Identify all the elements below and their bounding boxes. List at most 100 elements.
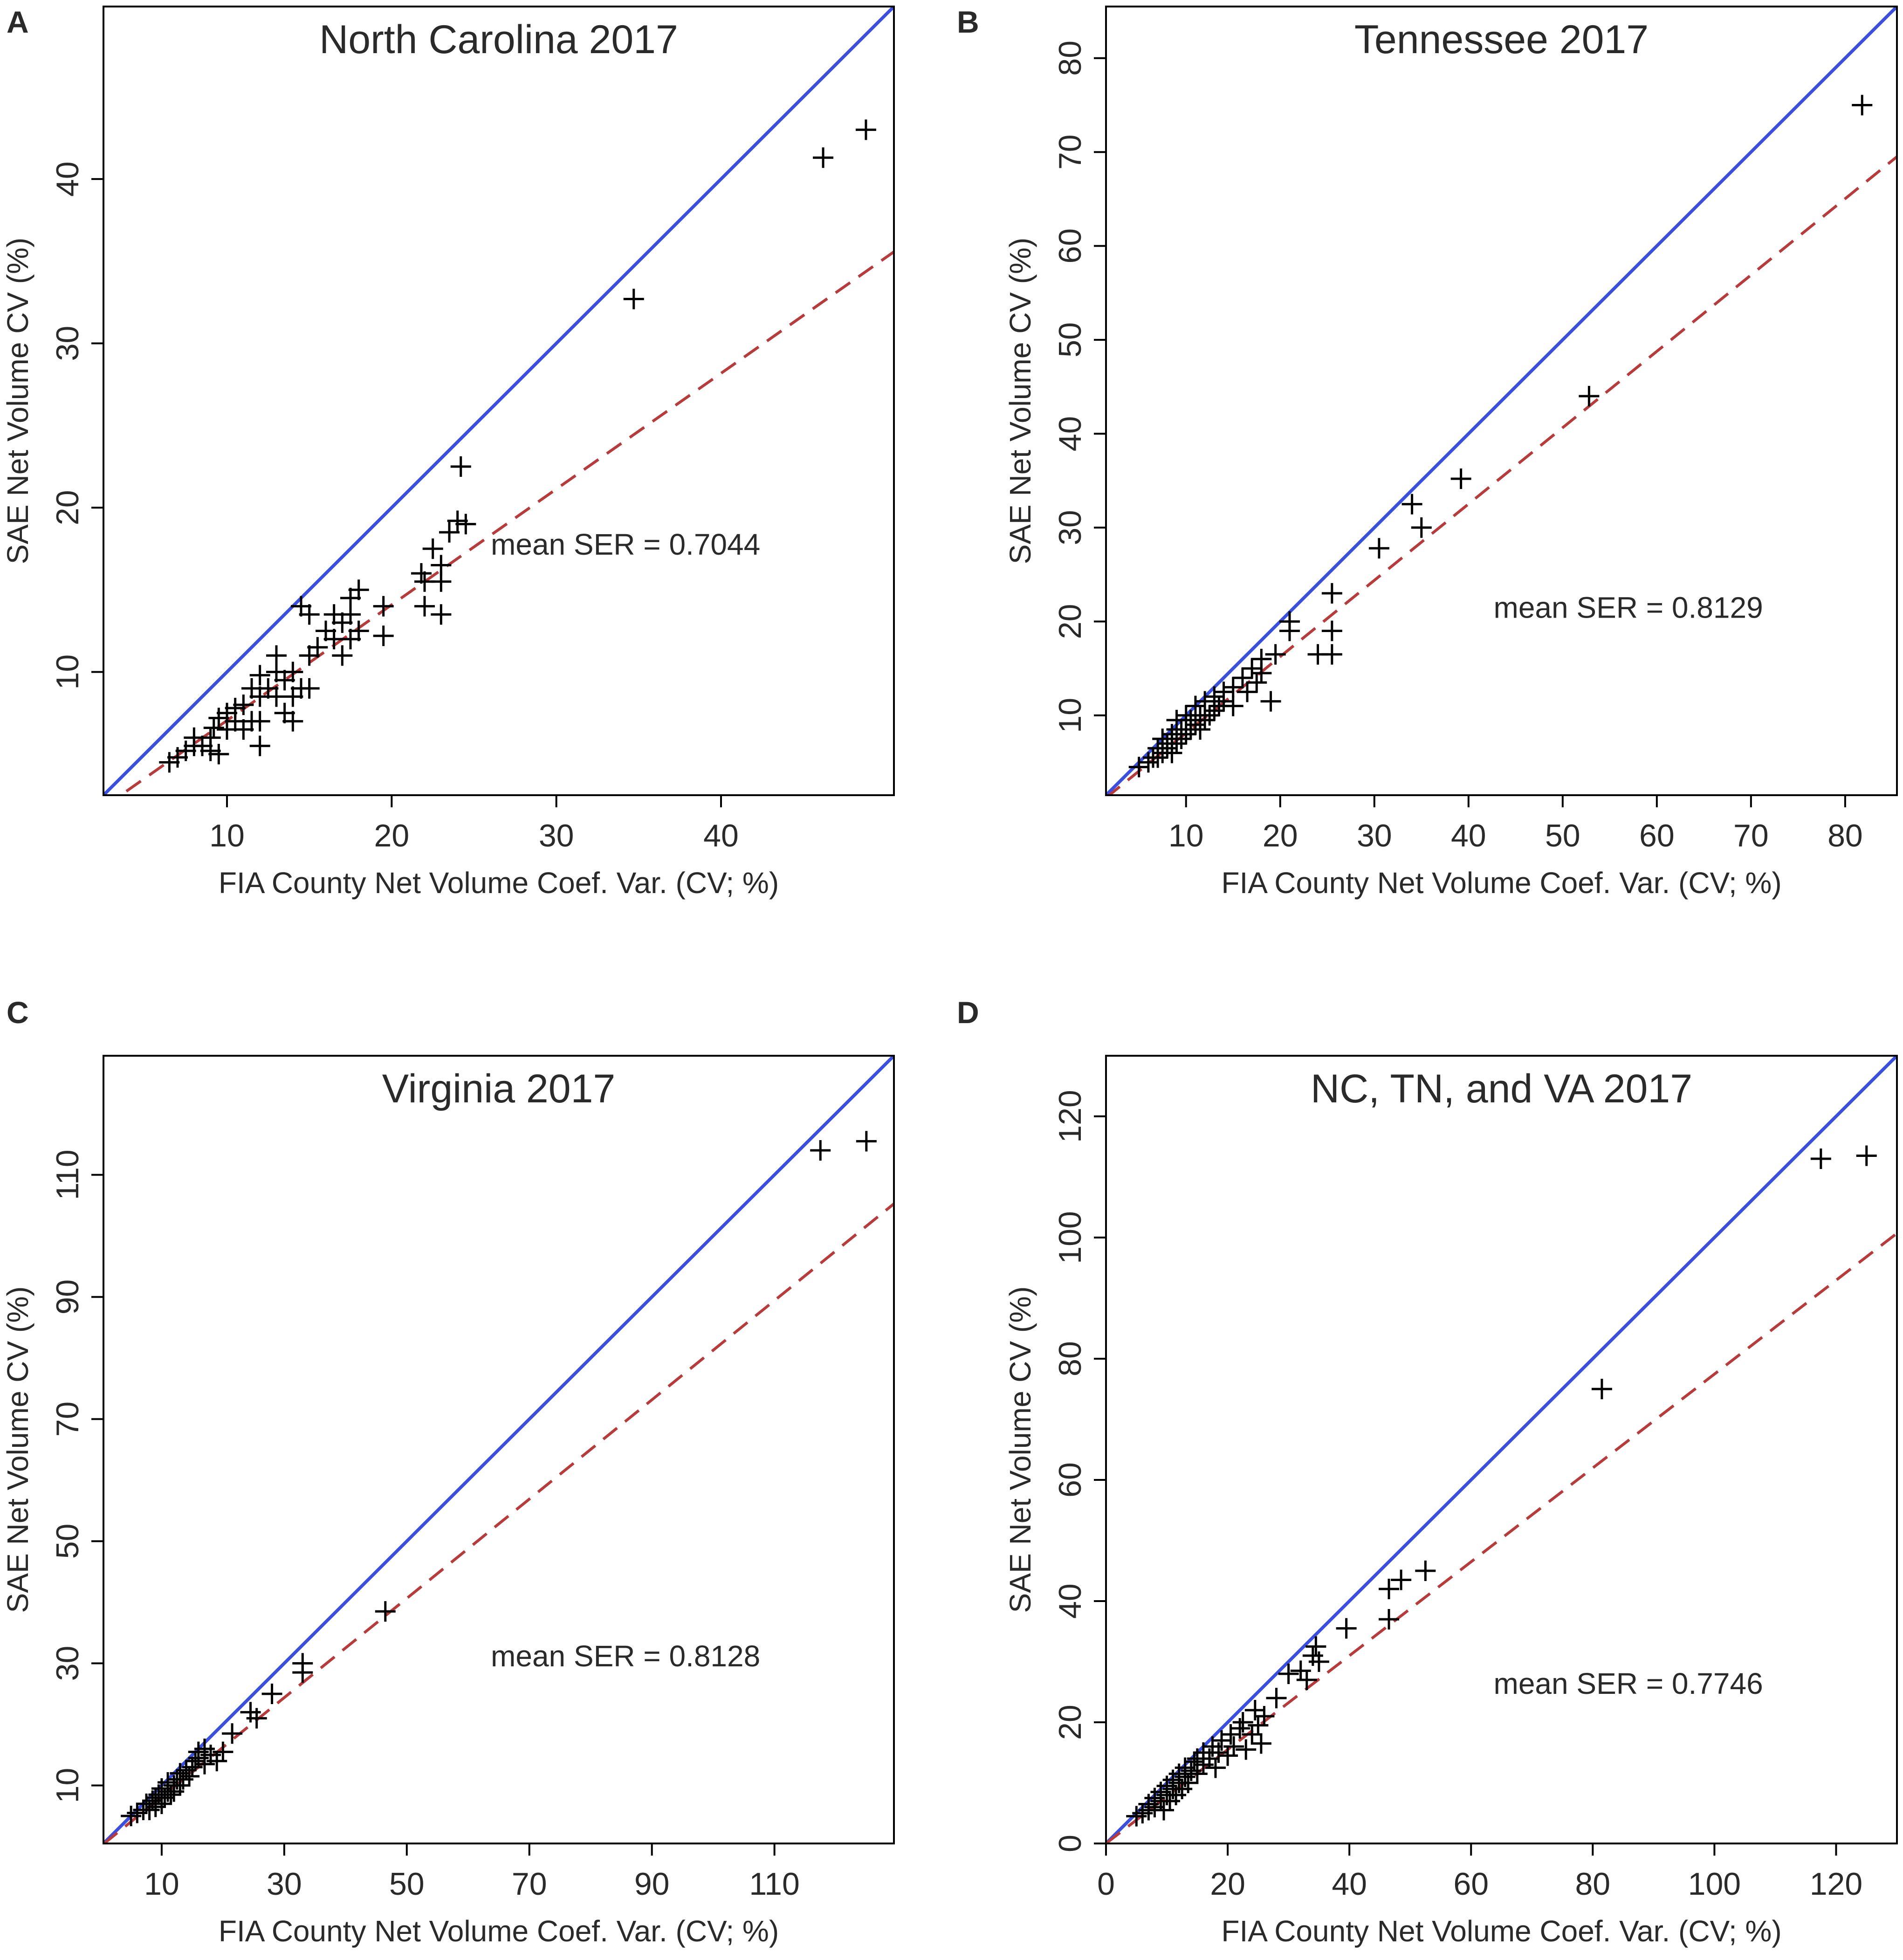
x-axis-label: FIA County Net Volume Coef. Var. (CV; %): [219, 1914, 779, 1948]
data-point: [1810, 1148, 1831, 1169]
data-point: [1178, 1773, 1199, 1793]
data-point: [1213, 681, 1234, 702]
data-point: [1199, 705, 1220, 726]
data-point: [159, 752, 180, 773]
y-tick-label: 80: [1052, 41, 1088, 76]
data-point: [1204, 686, 1225, 707]
x-tick-label: 100: [1688, 1866, 1741, 1902]
x-tick-label: 80: [1575, 1866, 1610, 1902]
y-tick-label: 60: [1052, 228, 1088, 264]
identity-line: [1106, 1056, 1897, 1843]
data-point: [1195, 709, 1216, 730]
x-tick-label: 120: [1810, 1866, 1862, 1902]
y-tick-label: 90: [50, 1279, 85, 1315]
data-point: [1856, 1145, 1877, 1166]
plot-frame: [103, 1055, 895, 1844]
data-point: [810, 1140, 831, 1161]
data-point: [431, 571, 452, 592]
data-point: [1175, 724, 1196, 745]
data-point: [348, 620, 369, 641]
x-tick-label: 0: [1097, 1866, 1115, 1902]
data-point: [258, 678, 279, 699]
data-point: [332, 645, 353, 666]
data-point: [1223, 677, 1243, 698]
data-point: [1232, 1712, 1253, 1733]
y-axis-label: SAE Net Volume CV (%): [1003, 1286, 1037, 1613]
plot-frame: [1105, 6, 1898, 796]
x-tick-label: 60: [1453, 1866, 1489, 1902]
data-point: [1260, 691, 1281, 712]
data-point: [261, 1684, 282, 1705]
y-tick-label: 60: [1052, 1462, 1088, 1498]
y-tick-label: 50: [50, 1524, 85, 1559]
x-tick-label: 10: [144, 1866, 179, 1902]
data-point: [813, 147, 834, 168]
data-point: [1308, 1651, 1329, 1672]
data-point: [414, 596, 435, 617]
y-tick-label: 30: [50, 326, 85, 361]
data-point: [1152, 729, 1173, 750]
data-point: [1246, 672, 1267, 693]
data-point: [439, 522, 460, 543]
panel-letter: A: [7, 5, 29, 39]
x-tick-label: 70: [512, 1866, 547, 1902]
data-point: [1266, 1688, 1287, 1708]
data-point: [1321, 583, 1342, 604]
data-point: [1185, 714, 1206, 735]
data-point: [160, 1784, 181, 1805]
y-tick-label: 30: [50, 1646, 85, 1681]
data-point: [1321, 644, 1342, 665]
panel-letter: B: [957, 5, 979, 39]
y-tick-label: 40: [1052, 416, 1088, 452]
data-point: [1368, 538, 1389, 559]
data-point: [1223, 695, 1243, 716]
data-point: [431, 604, 452, 625]
mean-ser-annotation: mean SER = 0.7044: [491, 528, 760, 561]
data-point: [1185, 695, 1206, 716]
y-tick-label: 10: [50, 1768, 85, 1803]
chart-title: NC, TN, and VA 2017: [1311, 1066, 1692, 1111]
data-point: [373, 626, 394, 646]
y-tick-label: 80: [1052, 1341, 1088, 1376]
data-point: [249, 665, 270, 686]
data-point: [299, 645, 320, 666]
data-point: [213, 1741, 234, 1762]
panel-b: B 10 20 30 40 50 60 70 80 10 20 30 40 50 60 70 80 Tenness…: [957, 5, 1898, 900]
y-tick-label: 40: [50, 161, 85, 197]
data-point: [316, 620, 336, 641]
data-point: [1208, 1742, 1229, 1763]
data-point: [1305, 1636, 1326, 1657]
y-tick-label: 100: [1052, 1211, 1088, 1264]
plot-frame: [1105, 1055, 1898, 1844]
fit-line: [103, 1203, 894, 1843]
data-point: [340, 604, 361, 625]
y-tick-label: 70: [50, 1402, 85, 1437]
panel-c: C 10 30 50 70 90 110 10 30 50 70 90 110 Virginia 2017…: [1, 995, 895, 1948]
data-point: [373, 596, 394, 617]
data-point: [1223, 1736, 1244, 1757]
x-tick-label: 10: [1168, 818, 1204, 853]
x-tick-label: 40: [1451, 818, 1486, 853]
identity-line: [103, 1056, 894, 1843]
identity-line: [103, 7, 894, 795]
data-point: [1415, 1561, 1436, 1581]
data-point: [447, 510, 468, 531]
y-axis-label: SAE Net Volume CV (%): [1, 1286, 34, 1613]
panel-a: A 10 20 30 40 10 20 30 40 North Carolina 2017 FIA …: [1, 5, 895, 900]
data-point: [1237, 681, 1258, 702]
data-point: [282, 711, 303, 732]
x-tick-label: 40: [703, 818, 739, 853]
x-tick-label: 90: [634, 1866, 670, 1902]
data-point: [299, 678, 320, 699]
y-axis-label: SAE Net Volume CV (%): [1, 238, 34, 564]
identity-line: [1106, 7, 1897, 795]
y-tick-label: 20: [50, 490, 85, 525]
mean-ser-annotation: mean SER = 0.8128: [491, 1639, 760, 1673]
y-tick-label: 30: [1052, 510, 1088, 545]
data-point: [1195, 691, 1216, 712]
data-point: [185, 1751, 206, 1772]
data-point: [411, 563, 432, 584]
data-point: [450, 456, 471, 477]
data-point: [1852, 95, 1873, 116]
y-tick-label: 10: [1052, 698, 1088, 733]
